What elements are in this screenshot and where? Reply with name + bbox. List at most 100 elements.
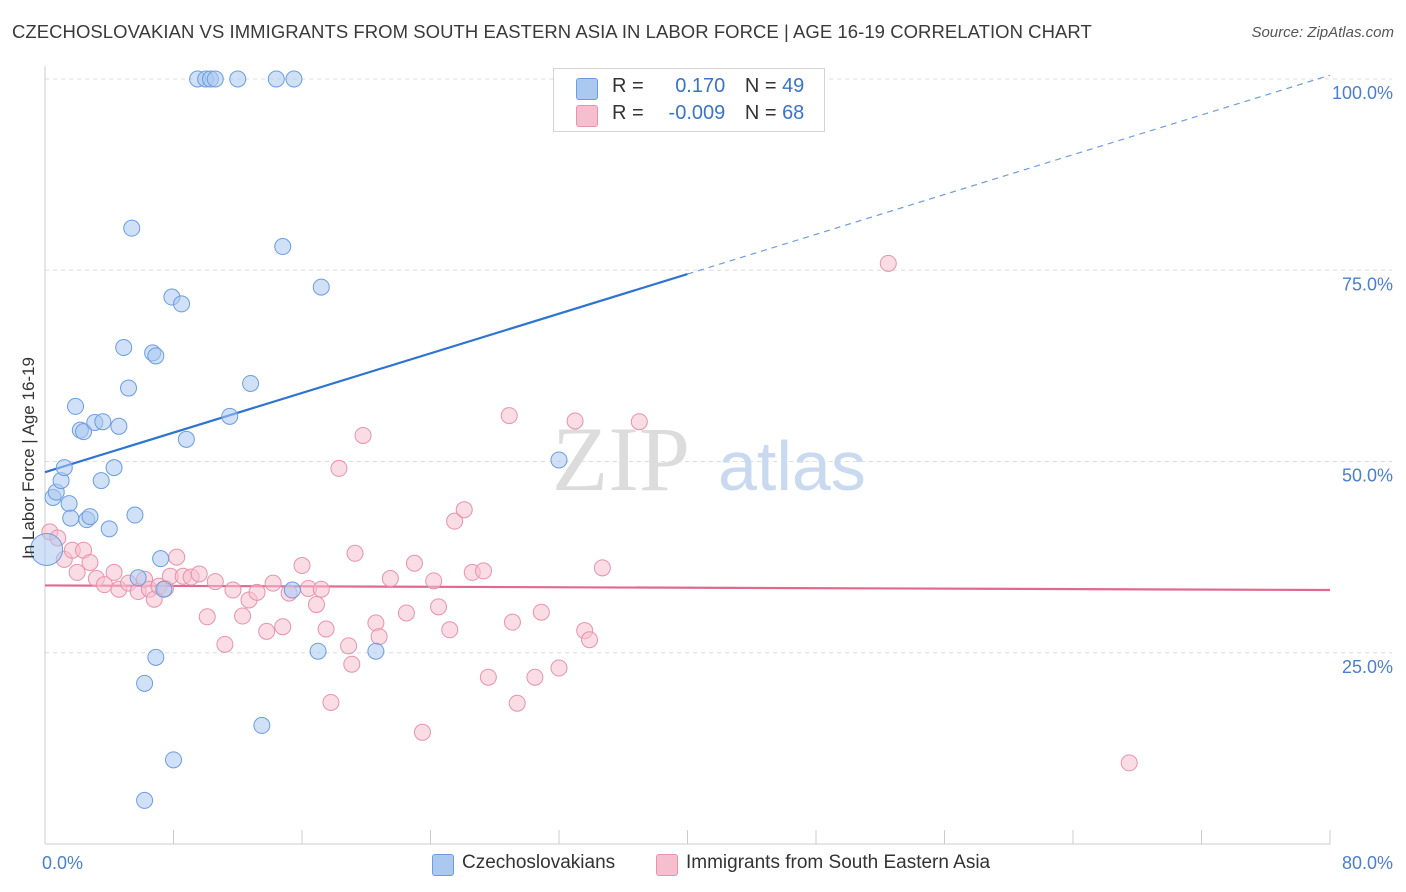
legend-swatch-blue bbox=[576, 78, 598, 100]
n-value: 49 bbox=[782, 75, 805, 97]
point-czechoslovakians bbox=[152, 550, 170, 568]
source-credit: Source: ZipAtlas.com bbox=[1251, 24, 1394, 41]
point-immigrants bbox=[370, 628, 388, 646]
point-czechoslovakians bbox=[62, 509, 80, 527]
point-czechoslovakians bbox=[105, 459, 123, 477]
point-immigrants bbox=[630, 413, 648, 431]
point-czechoslovakians bbox=[100, 520, 118, 538]
chart-title: CZECHOSLOVAKIAN VS IMMIGRANTS FROM SOUTH… bbox=[12, 21, 1092, 42]
point-immigrants bbox=[446, 512, 464, 530]
point-immigrants bbox=[381, 570, 399, 588]
point-immigrants bbox=[274, 618, 292, 636]
point-immigrants bbox=[248, 583, 266, 601]
r-value: 0.170 bbox=[675, 75, 726, 97]
legend-swatch-blue bbox=[432, 854, 454, 876]
point-czechoslovakians bbox=[177, 430, 195, 448]
point-immigrants bbox=[105, 563, 123, 581]
point-immigrants bbox=[397, 604, 415, 622]
point-czechoslovakians bbox=[30, 532, 64, 566]
point-immigrants bbox=[500, 407, 518, 425]
r-label: R = bbox=[612, 75, 644, 97]
legend-text: R = 0.170 N = 49 bbox=[612, 75, 804, 98]
point-czechoslovakians bbox=[206, 70, 224, 88]
point-czechoslovakians bbox=[229, 70, 247, 88]
point-immigrants bbox=[264, 574, 282, 592]
x-tick-label-min: 0.0% bbox=[42, 853, 83, 873]
point-czechoslovakians bbox=[147, 347, 165, 365]
point-czechoslovakians bbox=[312, 278, 330, 296]
point-immigrants bbox=[317, 620, 335, 638]
y-tick-label: 50.0% bbox=[1342, 466, 1393, 486]
point-czechoslovakians bbox=[267, 70, 285, 88]
point-immigrants bbox=[441, 621, 459, 639]
point-immigrants bbox=[206, 573, 224, 591]
legend-label: Immigrants from South Eastern Asia bbox=[686, 852, 991, 873]
r-value: -0.009 bbox=[668, 102, 726, 124]
point-czechoslovakians bbox=[94, 413, 112, 431]
legend-swatch-pink bbox=[576, 105, 598, 127]
point-immigrants bbox=[526, 668, 544, 686]
point-czechoslovakians bbox=[115, 339, 133, 357]
watermark-atlas: atlas bbox=[718, 427, 866, 505]
x-tick-label-max: 80.0% bbox=[1342, 853, 1393, 873]
point-czechoslovakians bbox=[75, 423, 93, 441]
point-czechoslovakians bbox=[283, 581, 301, 599]
point-czechoslovakians bbox=[147, 648, 165, 666]
point-immigrants bbox=[503, 613, 521, 631]
point-czechoslovakians bbox=[110, 417, 128, 435]
y-tick-label: 25.0% bbox=[1342, 657, 1393, 677]
point-immigrants bbox=[581, 631, 599, 649]
trend-lines bbox=[44, 74, 1331, 592]
point-immigrants bbox=[312, 580, 330, 598]
point-immigrants bbox=[532, 603, 550, 621]
y-tick-label: 75.0% bbox=[1342, 274, 1393, 294]
data-points bbox=[30, 70, 1138, 809]
grid-lines bbox=[45, 78, 1392, 654]
legend-label: Czechoslovakians bbox=[462, 852, 616, 873]
point-immigrants bbox=[879, 254, 897, 272]
point-immigrants bbox=[430, 598, 448, 616]
point-czechoslovakians bbox=[221, 407, 239, 425]
point-immigrants bbox=[593, 559, 611, 577]
point-immigrants bbox=[81, 553, 99, 571]
point-czechoslovakians bbox=[136, 674, 154, 692]
legend-text: R = -0.009 N = 68 bbox=[612, 102, 804, 125]
point-czechoslovakians bbox=[120, 379, 138, 397]
point-immigrants bbox=[455, 501, 473, 519]
point-czechoslovakians bbox=[126, 506, 144, 524]
n-label: N = bbox=[744, 75, 777, 97]
point-czechoslovakians bbox=[92, 472, 110, 490]
point-czechoslovakians bbox=[60, 495, 78, 513]
point-immigrants bbox=[190, 565, 208, 583]
point-immigrants bbox=[508, 694, 526, 712]
point-immigrants bbox=[322, 693, 340, 711]
point-czechoslovakians bbox=[285, 70, 303, 88]
point-immigrants bbox=[425, 572, 443, 590]
point-immigrants bbox=[168, 548, 186, 566]
point-immigrants bbox=[413, 723, 431, 741]
watermark: ZIP atlas bbox=[552, 408, 866, 510]
y-axis-label: In Labor Force | Age 16-19 bbox=[19, 357, 38, 559]
point-czechoslovakians bbox=[274, 238, 292, 256]
point-immigrants bbox=[1120, 754, 1138, 772]
point-czechoslovakians bbox=[155, 580, 173, 598]
point-czechoslovakians bbox=[123, 219, 141, 237]
point-czechoslovakians bbox=[165, 751, 182, 769]
point-czechoslovakians bbox=[550, 451, 568, 469]
trend-line-extension bbox=[687, 74, 1331, 275]
point-immigrants bbox=[293, 557, 311, 575]
legend-swatch-pink bbox=[656, 854, 678, 876]
point-immigrants bbox=[405, 554, 423, 572]
point-immigrants bbox=[479, 668, 497, 686]
point-czechoslovakians bbox=[55, 459, 73, 477]
point-czechoslovakians bbox=[367, 642, 385, 660]
point-immigrants bbox=[68, 563, 86, 581]
point-immigrants bbox=[550, 659, 568, 677]
point-immigrants bbox=[224, 581, 242, 599]
trend-line-czechoslovakians bbox=[44, 273, 688, 474]
point-immigrants bbox=[367, 614, 385, 632]
point-czechoslovakians bbox=[67, 397, 85, 415]
axes bbox=[44, 66, 1331, 845]
point-immigrants bbox=[307, 596, 325, 614]
